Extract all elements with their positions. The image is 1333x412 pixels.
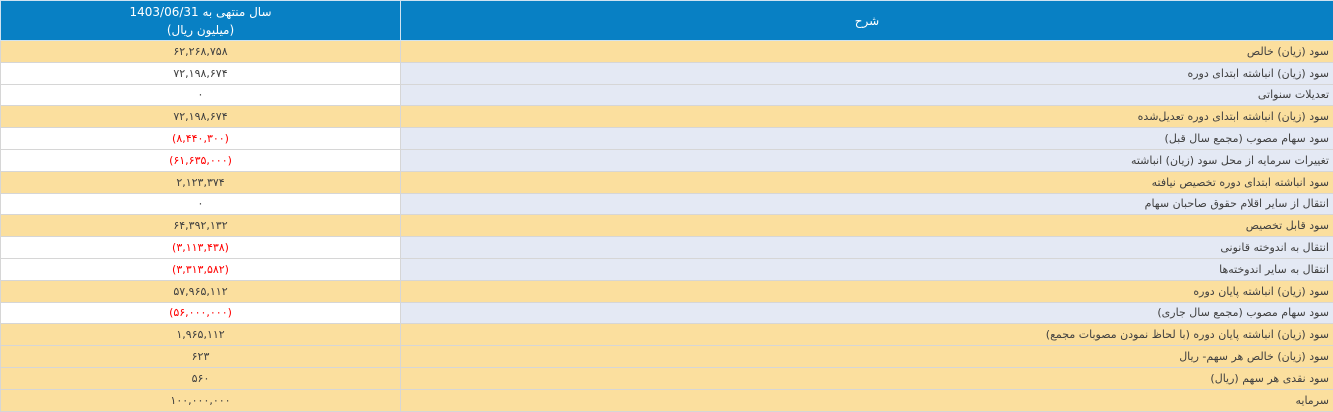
description-cell: سود قابل تخصیص <box>400 215 1333 237</box>
description-cell: انتقال از سایر اقلام حقوق صاحبان سهام <box>400 193 1333 215</box>
table-row: تعدیلات سنواتی ۰ <box>0 84 1333 106</box>
value-cell: (۳,۳۱۳,۵۸۲) <box>0 258 400 280</box>
table-row: انتقال به اندوخته قانونی (۳,۱۱۳,۴۳۸) <box>0 237 1333 259</box>
column-header-description: شرح <box>400 1 1333 41</box>
value-cell: ۰ <box>0 193 400 215</box>
table-row: سود (زیان) خالص ۶۲,۲۶۸,۷۵۸ <box>0 41 1333 63</box>
value-cell: (۳,۱۱۳,۴۳۸) <box>0 237 400 259</box>
value-cell: ۶۲۳ <box>0 346 400 368</box>
description-cell: تغییرات سرمایه از محل سود (زیان) انباشته <box>400 149 1333 171</box>
value-cell: ۷۲,۱۹۸,۶۷۴ <box>0 106 400 128</box>
value-cell: ۱,۹۶۵,۱۱۲ <box>0 324 400 346</box>
table-row: تغییرات سرمایه از محل سود (زیان) انباشته… <box>0 149 1333 171</box>
table-row: انتقال به سایر اندوخته‌ها (۳,۳۱۳,۵۸۲) <box>0 258 1333 280</box>
table-row: سود (زیان) خالص هر سهم- ریال ۶۲۳ <box>0 346 1333 368</box>
description-cell: سرمایه <box>400 389 1333 411</box>
profit-allocation-table: شرح سال منتهی به 1403/06/31 (میلیون ریال… <box>0 0 1333 412</box>
value-cell: (۶۱,۶۳۵,۰۰۰) <box>0 149 400 171</box>
description-cell: سود نقدی هر سهم (ریال) <box>400 367 1333 389</box>
description-cell: سود (زیان) خالص هر سهم- ریال <box>400 346 1333 368</box>
description-cell: سود (زیان) خالص <box>400 41 1333 63</box>
value-cell: ۵۶۰ <box>0 367 400 389</box>
value-cell: ۰ <box>0 84 400 106</box>
table-row: سود نقدی هر سهم (ریال) ۵۶۰ <box>0 367 1333 389</box>
value-cell: (۵۶,۰۰۰,۰۰۰) <box>0 302 400 324</box>
table-row: سود (زیان) انباشته پایان دوره (با لحاظ ن… <box>0 324 1333 346</box>
unit-label: (میلیون ریال) <box>0 21 399 39</box>
column-header-period: سال منتهی به 1403/06/31 (میلیون ریال) <box>0 1 400 41</box>
description-cell: سود سهام مصوب (مجمع سال جاری) <box>400 302 1333 324</box>
table-row: سرمایه ۱۰۰,۰۰۰,۰۰۰ <box>0 389 1333 411</box>
table-body: سود (زیان) خالص ۶۲,۲۶۸,۷۵۸ سود (زیان) انبا… <box>0 41 1333 412</box>
table-row: سود انباشته ابتدای دوره تخصیص نیافته ۲,۱۲… <box>0 171 1333 193</box>
description-cell: تعدیلات سنواتی <box>400 84 1333 106</box>
table-row: سود سهام مصوب (مجمع سال جاری) (۵۶,۰۰۰,۰۰۰… <box>0 302 1333 324</box>
value-cell: ۷۲,۱۹۸,۶۷۴ <box>0 62 400 84</box>
table-row: سود سهام مصوب (مجمع سال قبل) (۸,۴۴۰,۳۰۰) <box>0 128 1333 150</box>
header-row: شرح سال منتهی به 1403/06/31 (میلیون ریال… <box>0 1 1333 41</box>
table-row: سود (زیان) انباشته ابتدای دوره ۷۲,۱۹۸,۶۷۴ <box>0 62 1333 84</box>
description-cell: سود (زیان) انباشته ابتدای دوره <box>400 62 1333 84</box>
description-cell: سود (زیان) انباشته پایان دوره (با لحاظ ن… <box>400 324 1333 346</box>
table-row: انتقال از سایر اقلام حقوق صاحبان سهام ۰ <box>0 193 1333 215</box>
table-row: سود (زیان) انباشته ابتدای دوره تعدیل‌شده… <box>0 106 1333 128</box>
description-cell: سود سهام مصوب (مجمع سال قبل) <box>400 128 1333 150</box>
description-cell: انتقال به سایر اندوخته‌ها <box>400 258 1333 280</box>
value-cell: ۶۴,۳۹۲,۱۳۲ <box>0 215 400 237</box>
value-cell: ۵۷,۹۶۵,۱۱۲ <box>0 280 400 302</box>
period-label: سال منتهی به 1403/06/31 <box>0 3 399 21</box>
table-row: سود قابل تخصیص ۶۴,۳۹۲,۱۳۲ <box>0 215 1333 237</box>
value-cell: (۸,۴۴۰,۳۰۰) <box>0 128 400 150</box>
value-cell: ۱۰۰,۰۰۰,۰۰۰ <box>0 389 400 411</box>
value-cell: ۶۲,۲۶۸,۷۵۸ <box>0 41 400 63</box>
description-cell: انتقال به اندوخته قانونی <box>400 237 1333 259</box>
value-cell: ۲,۱۲۳,۳۷۴ <box>0 171 400 193</box>
description-header-label: شرح <box>400 12 1332 30</box>
description-cell: سود (زیان) انباشته ابتدای دوره تعدیل‌شده <box>400 106 1333 128</box>
description-cell: سود انباشته ابتدای دوره تخصیص نیافته <box>400 171 1333 193</box>
description-cell: سود (زیان) انباشته پایان دوره <box>400 280 1333 302</box>
table-row: سود (زیان) انباشته پایان دوره ۵۷,۹۶۵,۱۱۲ <box>0 280 1333 302</box>
